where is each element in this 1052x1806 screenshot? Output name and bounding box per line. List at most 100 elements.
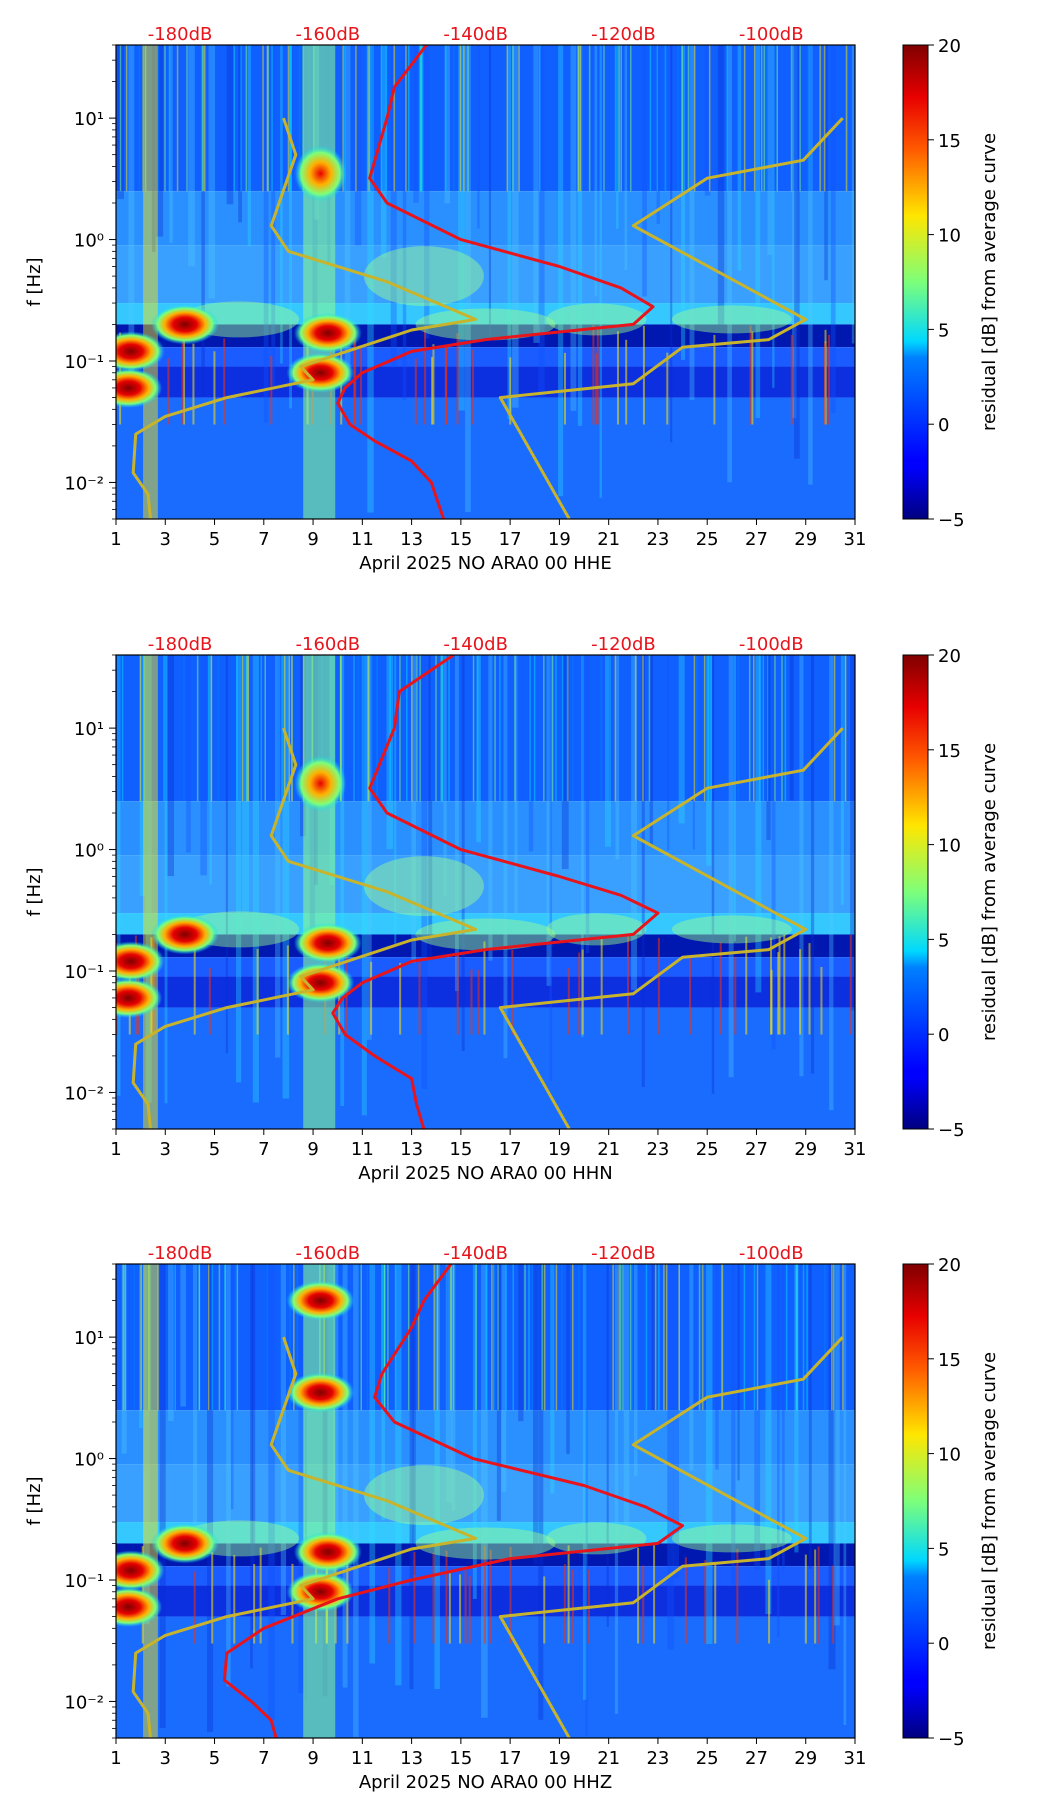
- heatmap-speckle: [844, 655, 847, 802]
- heatmap-spike: [814, 1549, 817, 1644]
- heatmap-speckle: [776, 45, 778, 192]
- db-scale-label: -100dB: [739, 24, 804, 45]
- heatmap-streak: [380, 45, 387, 258]
- heatmap-streak: [765, 1264, 772, 1615]
- colorbar-tick-label: 0: [938, 1634, 949, 1655]
- heatmap-spike: [270, 356, 273, 425]
- heatmap-speckle: [357, 655, 360, 802]
- heatmap-streak: [711, 655, 715, 1094]
- heatmap-speckle: [762, 655, 765, 802]
- x-tick-label: 23: [646, 1139, 669, 1160]
- heatmap-streak: [851, 45, 855, 344]
- x-tick-label: 31: [844, 1139, 867, 1160]
- heatmap-speckle: [795, 1264, 797, 1411]
- heatmap-streak: [381, 1264, 386, 1521]
- heatmap-spike: [596, 329, 599, 425]
- y-axis-label: f [Hz]: [24, 867, 45, 916]
- noise-model-high-line: [498, 727, 844, 1129]
- heatmap-streak: [829, 655, 834, 1111]
- db-scale-label: -160dB: [296, 1243, 361, 1264]
- heatmap-speckle: [298, 45, 301, 192]
- heatmap-blob: [415, 1527, 556, 1560]
- heatmap-streak: [201, 45, 205, 397]
- heatmap-streak: [139, 655, 146, 897]
- heatmap-streak: [409, 1264, 414, 1690]
- heatmap-streak: [566, 1264, 570, 1455]
- x-tick-label: 13: [400, 1748, 423, 1769]
- heatmap-streak: [282, 655, 290, 1099]
- colorbar-tick-label: −5: [938, 1120, 965, 1141]
- heatmap-band: [116, 801, 855, 856]
- heatmap-spike: [799, 949, 802, 1035]
- heatmap-speckle: [541, 1264, 543, 1411]
- heatmap-speckle: [566, 655, 568, 802]
- heatmap-streak: [192, 1264, 198, 1557]
- heatmap-speckle: [622, 1264, 624, 1411]
- heatmap-hotspot: [116, 367, 163, 408]
- heatmap-speckle: [246, 655, 248, 802]
- heatmap-streak: [546, 655, 552, 986]
- db-scale-label: -140dB: [443, 24, 508, 45]
- heatmap-hotspot: [116, 1586, 163, 1627]
- heatmap-speckle: [642, 655, 644, 802]
- heatmap-streak: [444, 45, 451, 204]
- x-tick-label: 19: [548, 1139, 571, 1160]
- heatmap-speckle: [450, 1264, 452, 1411]
- heatmap-spike: [489, 1549, 492, 1644]
- heatmap-streak: [830, 45, 836, 413]
- db-scale-label: -100dB: [739, 634, 804, 655]
- db-scale-label: -140dB: [443, 634, 508, 655]
- heatmap-speckle: [528, 1264, 530, 1411]
- x-tick-label: 13: [400, 1139, 423, 1160]
- x-tick-label: 5: [209, 1139, 220, 1160]
- heatmap-hotspot: [293, 923, 362, 964]
- heatmap-speckle: [764, 1264, 767, 1411]
- heatmap-speckle: [408, 45, 410, 192]
- colorbar: [902, 1263, 929, 1739]
- colorbar-tick-label: 15: [938, 131, 961, 152]
- heatmap-speckle: [289, 1264, 291, 1411]
- heatmap-speckle: [384, 1264, 386, 1411]
- heatmap-speckle: [656, 45, 659, 192]
- heatmap-spike: [768, 1579, 771, 1644]
- heatmap-spike: [477, 969, 480, 1035]
- x-tick-label: 27: [745, 1748, 768, 1769]
- heatmap-streak: [145, 655, 152, 1103]
- heatmap-speckle: [260, 655, 263, 802]
- heatmap-spike: [790, 334, 793, 425]
- heatmap-spike: [751, 331, 754, 425]
- heatmap-speckle: [499, 655, 501, 802]
- heatmap-speckle: [654, 1264, 657, 1411]
- heatmap-speckle: [677, 45, 680, 192]
- heatmap-spike: [653, 1544, 656, 1644]
- x-tick-label: 21: [597, 1139, 620, 1160]
- heatmap-streak: [251, 1264, 256, 1630]
- heatmap-speckle: [420, 45, 422, 192]
- y-tick-label: 10⁻²: [64, 473, 104, 494]
- heatmap-speckle: [207, 1264, 210, 1411]
- heatmap-streak: [231, 1264, 234, 1510]
- heatmap-speckle: [262, 45, 264, 192]
- heatmap-hotspot: [116, 977, 163, 1018]
- heatmap-streak: [810, 655, 815, 1074]
- heatmap-streak: [344, 45, 351, 381]
- heatmap-speckle: [579, 45, 582, 192]
- x-tick-label: 9: [307, 1139, 318, 1160]
- heatmap-streak: [488, 45, 492, 337]
- heatmap-hotspot: [150, 914, 219, 955]
- heatmap-speckle: [531, 1264, 534, 1411]
- heatmap-column-day9: [303, 655, 336, 1129]
- heatmap-blob: [546, 913, 647, 946]
- heatmap-streak: [156, 45, 164, 237]
- heatmap-speckle: [823, 1264, 826, 1411]
- heatmap-speckle: [555, 655, 557, 802]
- x-tick-label: 21: [597, 529, 620, 550]
- heatmap-speckle: [419, 655, 421, 802]
- heatmap-streak: [128, 45, 135, 382]
- heatmap-speckle: [371, 45, 374, 192]
- heatmap-streak: [121, 1264, 127, 1454]
- heatmap-hotspot: [294, 145, 347, 202]
- heatmap-streak: [501, 1264, 507, 1492]
- heatmap-speckle: [799, 45, 801, 192]
